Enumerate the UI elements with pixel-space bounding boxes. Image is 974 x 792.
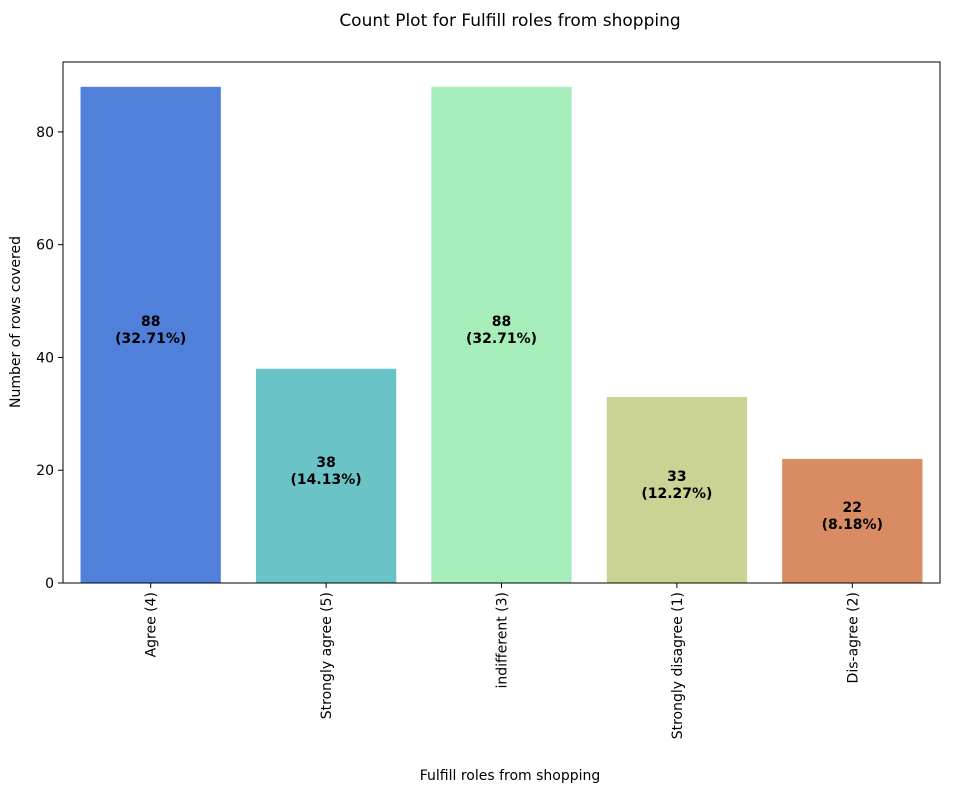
y-axis: 0 20 40 60 80 — [36, 125, 63, 592]
bar-3 — [431, 86, 572, 584]
bar-4 — [606, 396, 748, 583]
bar-1 — [80, 86, 221, 584]
x-tick-label-2: Strongly agree (5) — [319, 592, 335, 719]
bar-data-label-1: 88 (32.71%) — [115, 314, 186, 347]
bar-data-label-4: 33 (12.27%) — [641, 469, 712, 502]
bar-2 — [255, 368, 397, 583]
y-axis-label: Number of rows covered — [8, 236, 24, 408]
bar-data-label-2: 38 (14.13%) — [291, 455, 362, 488]
bars-group — [80, 86, 923, 584]
y-tick-label-5: 80 — [36, 125, 54, 141]
bar-labels-group: 88 (32.71%) 38 (14.13%) 88 (32.71%) 33 (12.27%)… — [115, 314, 883, 533]
x-axis: Agree (4) Strongly agree (5) indifferent (… — [144, 583, 861, 739]
x-tick-label-1: Agree (4) — [144, 592, 160, 657]
x-tick-label-5: Dis-agree (2) — [845, 592, 861, 683]
bar-5 — [782, 458, 923, 583]
y-tick-label-4: 60 — [36, 238, 54, 254]
x-tick-label-4: Strongly disagree (1) — [670, 592, 686, 739]
y-tick-label-2: 20 — [36, 463, 54, 479]
y-tick-label-3: 40 — [36, 350, 54, 366]
bar-data-label-5: 22 (8.18%) — [822, 500, 883, 533]
x-tick-label-3: indifferent (3) — [495, 592, 511, 689]
chart-title: Count Plot for Fulfill roles from shoppi… — [339, 11, 680, 31]
y-tick-label-1: 0 — [45, 576, 54, 592]
bar-data-label-3: 88 (32.71%) — [466, 314, 537, 347]
x-axis-label: Fulfill roles from shopping — [420, 768, 601, 784]
